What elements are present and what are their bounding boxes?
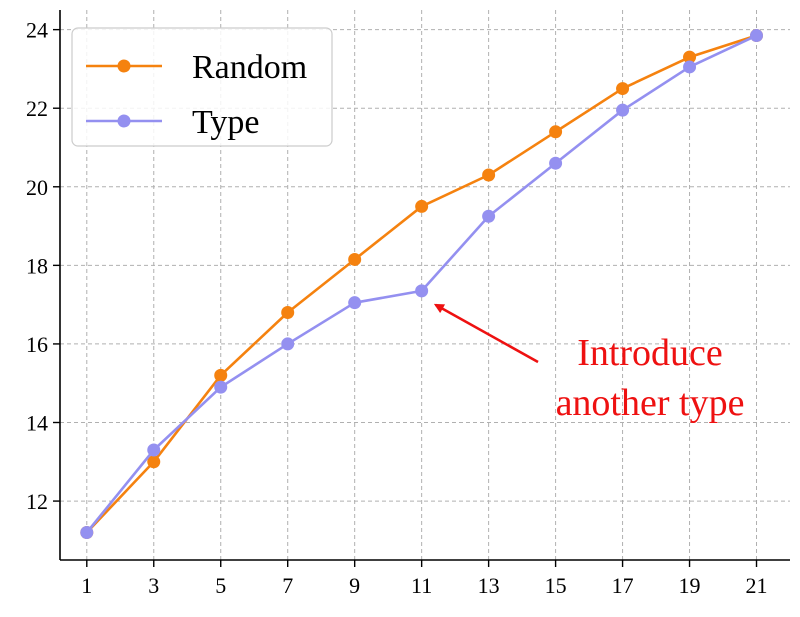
data-point-type: [281, 337, 295, 351]
data-point-type: [415, 284, 429, 298]
y-tick-label: 24: [26, 18, 48, 43]
x-tick-label: 13: [478, 573, 500, 598]
annotation-text-line: another type: [556, 382, 745, 424]
annotation: Introduce another type: [433, 303, 745, 424]
data-point-random: [415, 199, 429, 213]
data-point-type: [750, 29, 764, 43]
data-point-type: [549, 156, 563, 170]
x-tick-label: 7: [282, 573, 293, 598]
data-point-random: [683, 50, 697, 64]
legend-marker-random: [117, 59, 131, 73]
data-point-random: [348, 252, 362, 266]
x-tick-label: 9: [349, 573, 360, 598]
legend-label-type: Type: [192, 104, 260, 141]
y-tick-label: 20: [26, 175, 48, 200]
data-point-type: [683, 60, 697, 74]
data-point-type: [214, 380, 228, 394]
x-tick-label: 15: [545, 573, 567, 598]
x-tick-label: 11: [411, 573, 432, 598]
legend: Random Type: [71, 27, 333, 147]
data-point-type: [482, 209, 496, 223]
data-point-type: [348, 296, 362, 310]
data-point-random: [549, 125, 563, 139]
x-tick-label: 21: [746, 573, 768, 598]
x-tick-label: 1: [81, 573, 92, 598]
data-point-random: [281, 306, 295, 319]
data-point-type: [616, 103, 630, 117]
annotation-text-line: Introduce: [577, 332, 723, 374]
x-tick-label: 17: [612, 573, 634, 598]
annotation-arrow: [433, 303, 539, 364]
data-point-random: [147, 455, 161, 469]
data-point-random: [214, 368, 228, 382]
data-point-type: [80, 526, 94, 539]
series-group: [80, 29, 764, 539]
y-tick-label: 18: [26, 253, 48, 278]
y-tick-label: 12: [26, 489, 48, 514]
x-tick-label: 5: [215, 573, 226, 598]
y-tick-label: 22: [26, 96, 48, 121]
legend-label-random: Random: [192, 49, 307, 86]
data-point-random: [482, 168, 496, 182]
legend-box: [71, 27, 333, 147]
data-point-random: [616, 82, 630, 96]
data-point-type: [147, 443, 161, 457]
legend-marker-type: [117, 114, 131, 128]
y-tick-label: 16: [26, 332, 48, 357]
y-tick-label: 14: [26, 411, 48, 436]
x-tick-label: 3: [148, 573, 159, 598]
x-tick-label: 19: [679, 573, 701, 598]
